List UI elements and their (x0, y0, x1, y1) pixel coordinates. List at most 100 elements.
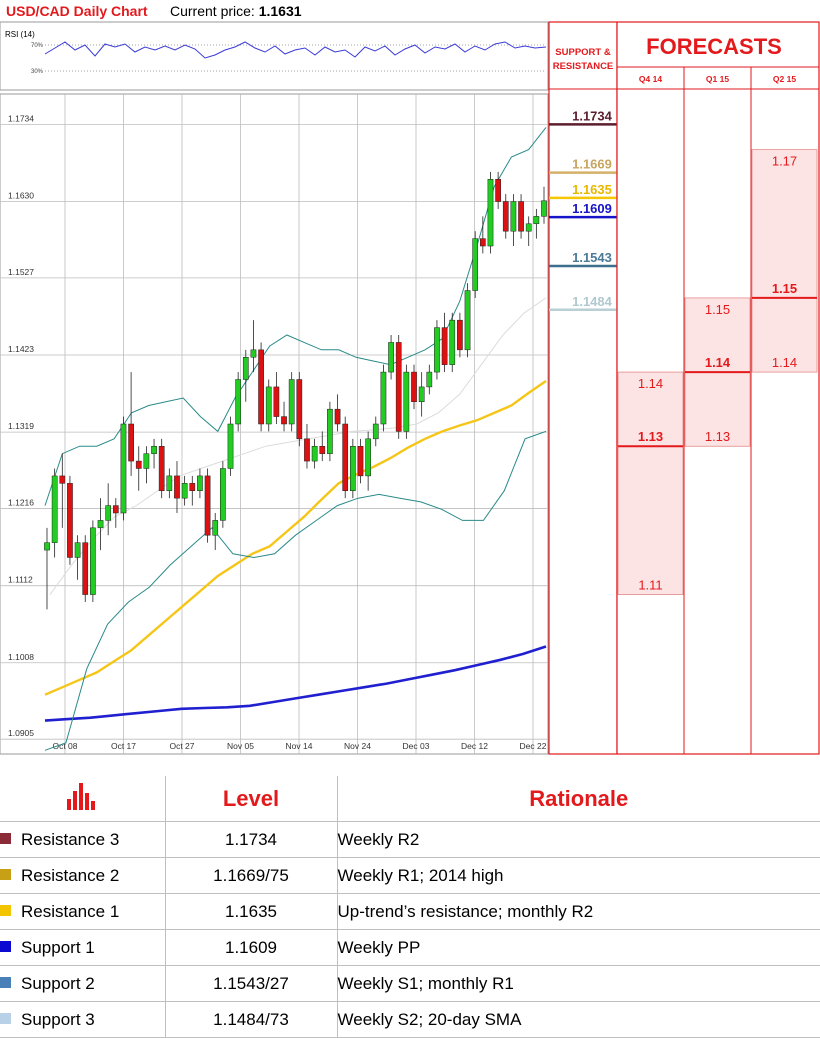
candle-body (220, 468, 226, 521)
chart-header: USD/CAD Daily Chart Current price: 1.163… (0, 0, 548, 22)
table-row: Support 1 1.1609 Weekly PP (0, 929, 820, 966)
candle (181, 475, 188, 506)
candle-body (227, 423, 234, 469)
candle (464, 283, 471, 358)
candle (502, 194, 509, 239)
rsi-lower-label: 30% (31, 69, 44, 75)
rsi-line (44, 41, 547, 59)
candle-body (311, 445, 318, 462)
candle-body (365, 438, 371, 477)
candle-body (288, 379, 295, 425)
candle (220, 461, 226, 528)
line-band_lower (44, 430, 547, 751)
candle-body (380, 371, 387, 425)
candle (59, 453, 66, 528)
candle (349, 438, 356, 499)
candle-body (449, 319, 456, 365)
candle (296, 372, 303, 447)
level-name-text: Support 2 (21, 973, 95, 993)
candle (372, 416, 379, 447)
candle-body (135, 460, 142, 469)
candle (541, 186, 547, 224)
candle-body (181, 483, 188, 499)
forecast-column-label: Q1 15 (706, 74, 729, 84)
candle-body (166, 475, 173, 491)
candle (105, 483, 112, 536)
candle-body (296, 379, 303, 440)
x-tick-label: Dec 03 (403, 741, 430, 751)
candle-body (395, 342, 402, 432)
candle-body (426, 371, 433, 388)
candle (158, 438, 165, 499)
candle (174, 461, 180, 513)
candle (82, 535, 89, 602)
candle-body (112, 505, 119, 514)
y-tick-label: 1.1630 (8, 191, 34, 201)
x-tick-label: Dec 12 (461, 741, 488, 751)
sr-level: 1.1543 (549, 250, 617, 268)
level-name-text: Support 3 (21, 1009, 95, 1029)
candle (487, 171, 494, 254)
candle-body (434, 327, 440, 373)
candle-body (518, 201, 524, 232)
candle (533, 208, 540, 239)
indicator-lines (44, 127, 547, 751)
line-band_middle (49, 297, 547, 595)
candle (342, 416, 349, 499)
candle-body (242, 357, 249, 380)
level-value: 1.1669/75 (165, 857, 338, 894)
candle-body (541, 200, 547, 217)
candle-body (258, 349, 264, 425)
horizontal-gridlines (0, 124, 548, 740)
candle (189, 475, 196, 506)
candle (434, 320, 440, 380)
candle-body (281, 416, 287, 425)
candle-body (120, 423, 127, 514)
candle (281, 401, 287, 432)
candle (97, 498, 104, 551)
table-row: Support 3 1.1484/73 Weekly S2; 20-day SMA (0, 1001, 820, 1038)
candle-body (82, 542, 89, 595)
candle-body (411, 371, 417, 403)
level-name: Resistance 2 (0, 857, 166, 894)
candle-body (273, 386, 280, 417)
candle-body (74, 542, 81, 558)
candle (479, 216, 486, 254)
forecasts-title: FORECASTS (646, 34, 782, 59)
candle (357, 438, 364, 484)
level-name: Support 1 (0, 929, 166, 966)
level-color-swatch (0, 832, 11, 844)
candle-body (388, 342, 394, 373)
candle (525, 216, 532, 247)
candle-body (174, 475, 180, 499)
candle-body (204, 475, 211, 536)
candle (518, 194, 524, 239)
candle-body (90, 527, 96, 595)
candle (495, 171, 501, 209)
candle-body (525, 223, 532, 232)
candle (128, 372, 134, 476)
rsi-upper-label: 70% (31, 43, 44, 49)
sr-level-value: 1.1734 (572, 108, 613, 123)
candle (227, 416, 234, 476)
levels-table: Level Rationale Resistance 3 1.1734 Weekly… (0, 776, 820, 1038)
y-tick-label: 1.1734 (8, 113, 34, 123)
level-name-text: Support 1 (21, 937, 95, 957)
forecast-column: Q2 15 1.17 1.14 1.15 (751, 74, 818, 373)
forecast-low: 1.14 (772, 355, 797, 370)
level-rationale: Weekly S1; monthly R1 (337, 965, 820, 1002)
candle-body (357, 445, 364, 477)
candle-body (143, 453, 150, 469)
candle-body (212, 520, 219, 536)
candle (411, 364, 417, 410)
level-value: 1.1543/27 (165, 965, 338, 1002)
forecast-low: 1.13 (705, 429, 730, 444)
line-sma_fast (44, 380, 547, 696)
candle (327, 401, 333, 462)
candle-body (44, 542, 50, 551)
forecast-columns: Q4 14 1.14 1.11 1.13 Q1 15 1.15 1.13 1.14 Q2 15 1… (617, 74, 818, 595)
level-color-swatch (0, 904, 11, 916)
level-rationale: Weekly R2 (337, 821, 820, 858)
candle-body (464, 290, 471, 351)
y-tick-label: 1.1008 (8, 652, 34, 662)
